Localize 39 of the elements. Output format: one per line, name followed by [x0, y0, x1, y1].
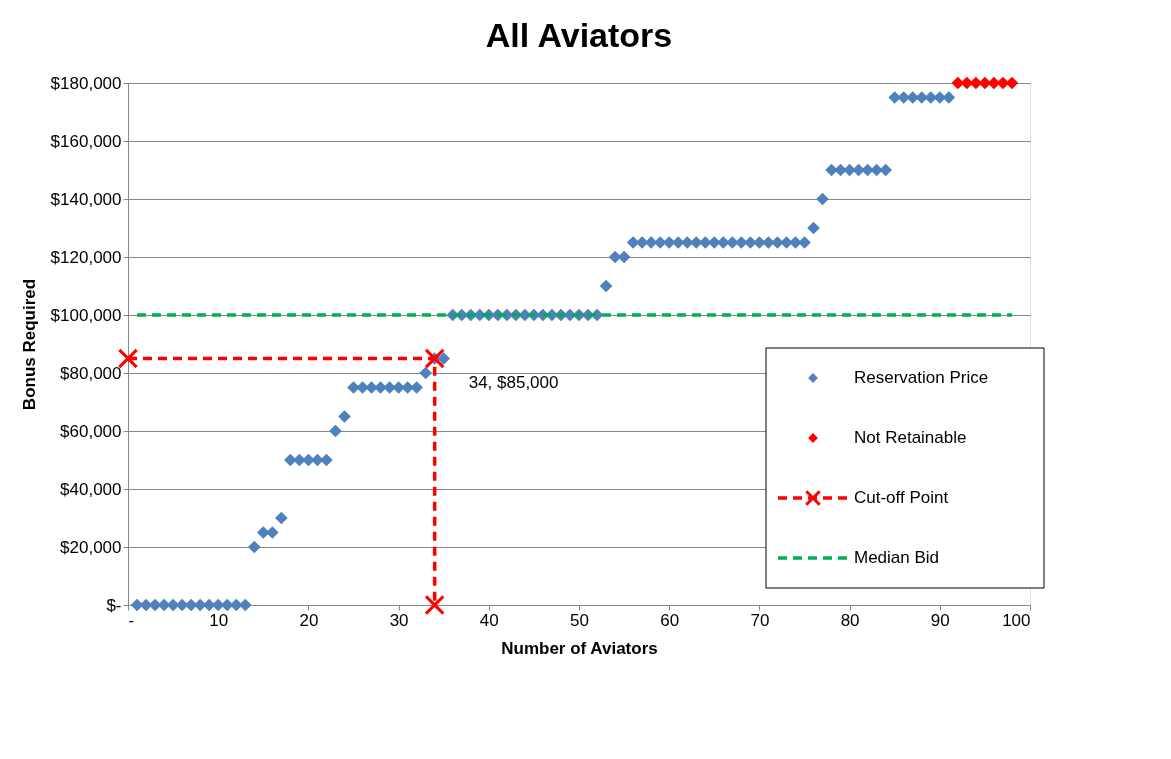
legend-label: Cut-off Point: [854, 488, 949, 507]
y-tick-label: $180,000: [50, 73, 122, 93]
point: [978, 76, 992, 90]
y-tick-label: $120,000: [50, 247, 122, 267]
x-tick-label: 10: [209, 610, 229, 630]
point: [424, 594, 445, 616]
x-tick-label: 20: [299, 610, 319, 630]
point: [424, 348, 445, 369]
x-tick-label: 70: [750, 610, 770, 630]
point: [951, 76, 965, 90]
y-tick-label: $140,000: [50, 189, 122, 209]
y-tick-label: $20,000: [60, 537, 122, 557]
x-tick-label: 60: [660, 610, 680, 630]
x-tick-label: 90: [930, 610, 950, 630]
y-tick-label: $80,000: [60, 363, 122, 383]
y-tick-label: $60,000: [60, 421, 122, 441]
y-tick-label: $40,000: [60, 479, 122, 499]
point: [969, 76, 983, 90]
point: [117, 348, 139, 369]
y-tick-label: $100,000: [50, 305, 122, 325]
y-tick-label: $-: [106, 595, 122, 615]
x-tick-label: 30: [389, 610, 409, 630]
x-tick-label: 50: [570, 610, 589, 630]
x-tick-label: 80: [840, 610, 860, 630]
point: [960, 76, 974, 90]
point: [1005, 76, 1019, 90]
legend-label: Not Retainable: [854, 428, 967, 447]
point: [987, 76, 1001, 90]
annotation: 34, $85,000: [468, 372, 559, 392]
legend-label: Reservation Price: [854, 368, 989, 387]
point: [996, 76, 1010, 90]
x-tick-label: -: [128, 610, 135, 630]
y-axis-title: Bonus Required: [19, 278, 39, 411]
y-tick-label: $160,000: [50, 131, 122, 151]
x-axis-title: Number of Aviators: [501, 638, 658, 658]
legend-label: Median Bid: [854, 548, 940, 567]
chart-title: All Aviators: [485, 16, 673, 54]
x-tick-label: 100: [1002, 610, 1031, 630]
x-tick-label: 40: [479, 610, 499, 630]
